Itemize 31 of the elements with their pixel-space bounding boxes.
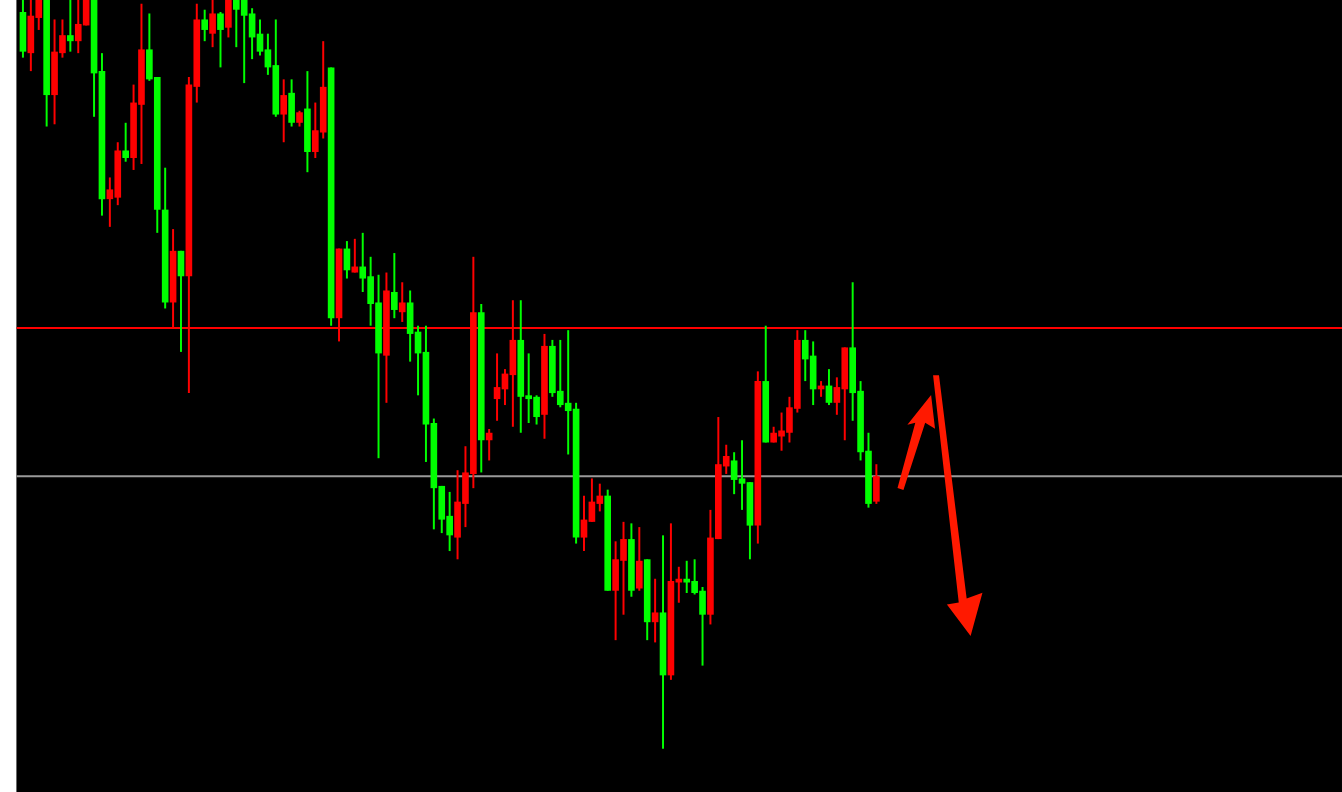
- candlestick: [580, 494, 588, 552]
- candlestick: [635, 526, 643, 592]
- candlestick: [304, 70, 311, 174]
- candlestick: [225, 0, 232, 39]
- candlestick: [730, 451, 738, 496]
- candlestick: [398, 281, 406, 323]
- candlestick: [841, 346, 849, 442]
- candlestick: [209, 0, 216, 49]
- candlestick: [873, 463, 880, 505]
- candlestick: [240, 0, 248, 84]
- candlestick: [67, 0, 74, 53]
- candlestick: [288, 78, 295, 128]
- candlestick: [493, 352, 501, 422]
- candlestick: [51, 18, 58, 126]
- candlestick: [201, 8, 209, 43]
- candlestick: [280, 78, 288, 144]
- candlestick: [612, 540, 619, 642]
- candlestick: [351, 237, 359, 274]
- candlestick: [746, 481, 754, 561]
- candlestick: [248, 7, 256, 61]
- candlestick: [232, 0, 240, 49]
- candlestick: [122, 121, 129, 163]
- candlestick: [27, 0, 35, 73]
- candlestick: [651, 577, 659, 644]
- candlestick: [74, 0, 82, 55]
- candlestick: [446, 490, 453, 552]
- candlestick: [683, 559, 691, 594]
- candlestick: [406, 289, 414, 363]
- candlestick: [217, 10, 224, 69]
- candlestick: [19, 0, 27, 59]
- candlestick: [391, 251, 398, 320]
